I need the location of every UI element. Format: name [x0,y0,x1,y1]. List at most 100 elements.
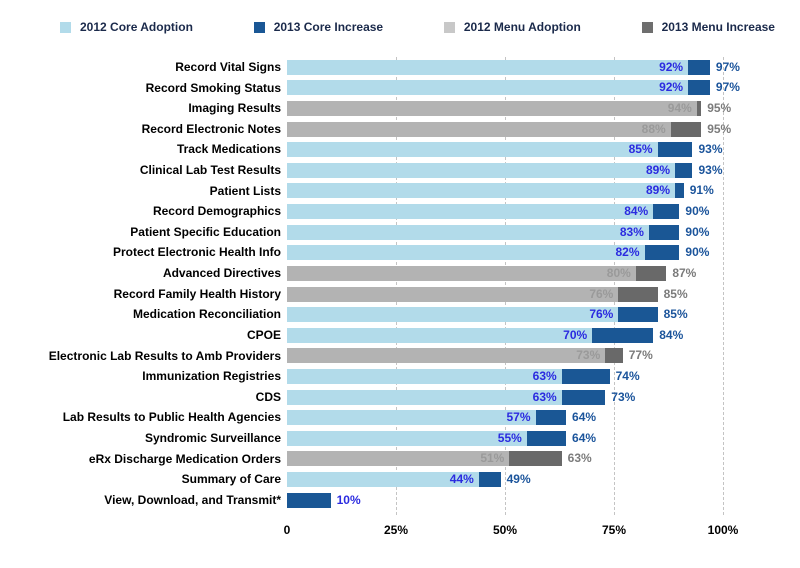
x-axis-tick-label: 50% [492,523,518,537]
bar-2012-segment [287,368,562,384]
row-label: Medication Reconciliation [132,307,281,322]
bar-2013-segment [648,224,680,240]
chart-row: Electronic Lab Results to Amb Providers 7… [0,346,800,367]
bar-area: 84% 90% [287,204,723,220]
row-label: eRx Discharge Medication Orders [88,451,281,466]
value-label-2013: 95% [707,121,732,136]
legend-label: 2013 Core Increase [273,20,384,34]
bar-area: 76% 85% [287,286,723,302]
value-label-2013: 10% [336,492,361,507]
bar-area: 92% 97% [287,80,740,96]
bar-2012-segment [287,410,536,426]
value-label-2013: 73% [611,389,636,404]
chart-row: Medication Reconciliation 76% 85% [0,304,800,325]
value-label-2013: 87% [672,265,697,280]
bar-area: 57% 64% [287,410,723,426]
bar-2013-segment [561,368,610,384]
bar-2012-segment [287,286,619,302]
row-label: Electronic Lab Results to Amb Providers [48,348,281,363]
bar-2013-segment [605,348,623,364]
chart-row: Record Vital Signs 92% 97% [0,57,800,78]
legend-item: 2012 Menu Adoption [443,20,581,34]
value-label-2012: 85% [628,142,653,157]
chart-row: Protect Electronic Health Info 82% 90% [0,242,800,263]
bar-area: 70% 84% [287,327,723,343]
bar-2012-segment [287,389,562,405]
value-label-2013: 90% [685,204,710,219]
legend-swatch-icon [253,21,265,33]
chart-row: Record Family Health History 76% 85% [0,284,800,305]
row-label: Record Electronic Notes [141,121,281,136]
legend-label: 2012 Menu Adoption [463,20,581,34]
row-label: Advanced Directives [162,266,281,281]
chart-row: Patient Specific Education 83% 90% [0,222,800,243]
chart-row: Syndromic Surveillance 55% 64% [0,428,800,449]
value-label-2013: 97% [715,80,740,95]
value-label-2012: 84% [624,204,649,219]
row-label: Imaging Results [188,101,281,116]
x-axis-tick-label: 25% [383,523,409,537]
value-label-2012: 73% [576,348,601,363]
bar-2012-segment [287,121,671,137]
chart-row: Patient Lists 89% 91% [0,181,800,202]
value-label-2013: 64% [572,410,597,425]
value-label-2013: 77% [628,348,653,363]
bar-2012-segment [287,245,645,261]
value-label-2013: 85% [663,307,688,322]
bar-area: 73% 77% [287,348,723,364]
bar-area: 92% 97% [287,59,740,75]
bar-2012-segment [287,348,606,364]
chart-row: Clinical Lab Test Results 89% 93% [0,160,800,181]
bar-area: 55% 64% [287,430,723,446]
row-label: Patient Specific Education [130,224,281,239]
bar-area: 89% 93% [287,162,723,178]
value-label-2012: 88% [641,121,666,136]
chart-row: Track Medications 85% 93% [0,139,800,160]
value-label-2013: 84% [659,327,684,342]
row-label: Record Smoking Status [145,80,281,95]
bar-area: 88% 95% [287,121,731,137]
value-label-2013: 90% [685,245,710,260]
value-label-2012: 55% [497,430,522,445]
bar-area: 76% 85% [287,307,723,323]
gridline [614,57,615,515]
row-label: Lab Results to Public Health Agencies [62,410,281,425]
x-axis-tick-label: 100% [707,523,739,537]
row-label: Immunization Registries [142,369,281,384]
value-label-2013: 90% [685,224,710,239]
chart-row: Record Electronic Notes 88% 95% [0,119,800,140]
row-label: Record Vital Signs [175,60,281,74]
chart-row: Advanced Directives 80% 87% [0,263,800,284]
row-label: Summary of Care [181,472,281,487]
bar-2013-segment [675,162,693,178]
legend: 2012 Core Adoption 2013 Core Increase 2012… [60,20,775,34]
bar-2013-segment [696,101,702,117]
bar-area: 80% 87% [287,265,723,281]
value-label-2013: 64% [572,430,597,445]
bar-2013-segment [657,142,693,158]
legend-item: 2013 Core Increase [253,20,384,34]
value-label-2012: 83% [619,224,644,239]
gridline [505,57,506,515]
legend-swatch-icon [443,21,455,33]
bar-2012-segment [287,224,649,240]
bar-2013-segment [535,410,567,426]
bar-area: 83% 90% [287,224,723,240]
bar-2013-segment [526,430,567,446]
bar-2013-segment [635,265,667,281]
bar-2012-segment [287,204,654,220]
bar-2012-segment [287,101,697,117]
bar-2013-segment [670,121,702,137]
legend-label: 2012 Core Adoption [80,20,193,34]
bar-area: 94% 95% [287,101,731,117]
value-label-2013: 97% [715,59,740,74]
x-axis-tick-label: 0 [283,523,291,537]
bar-2013-segment [644,245,680,261]
chart-rows: Record Vital Signs 92% 97% Record Smoking S… [0,57,800,510]
x-axis: 0 25% 50% 75% 100% [283,523,739,539]
chart-row: Lab Results to Public Health Agencies 57%… [0,407,800,428]
value-label-2013: 63% [567,451,592,466]
value-label-2012: 70% [563,327,588,342]
bar-2013-segment [688,80,710,96]
value-label-2012: 51% [480,451,505,466]
